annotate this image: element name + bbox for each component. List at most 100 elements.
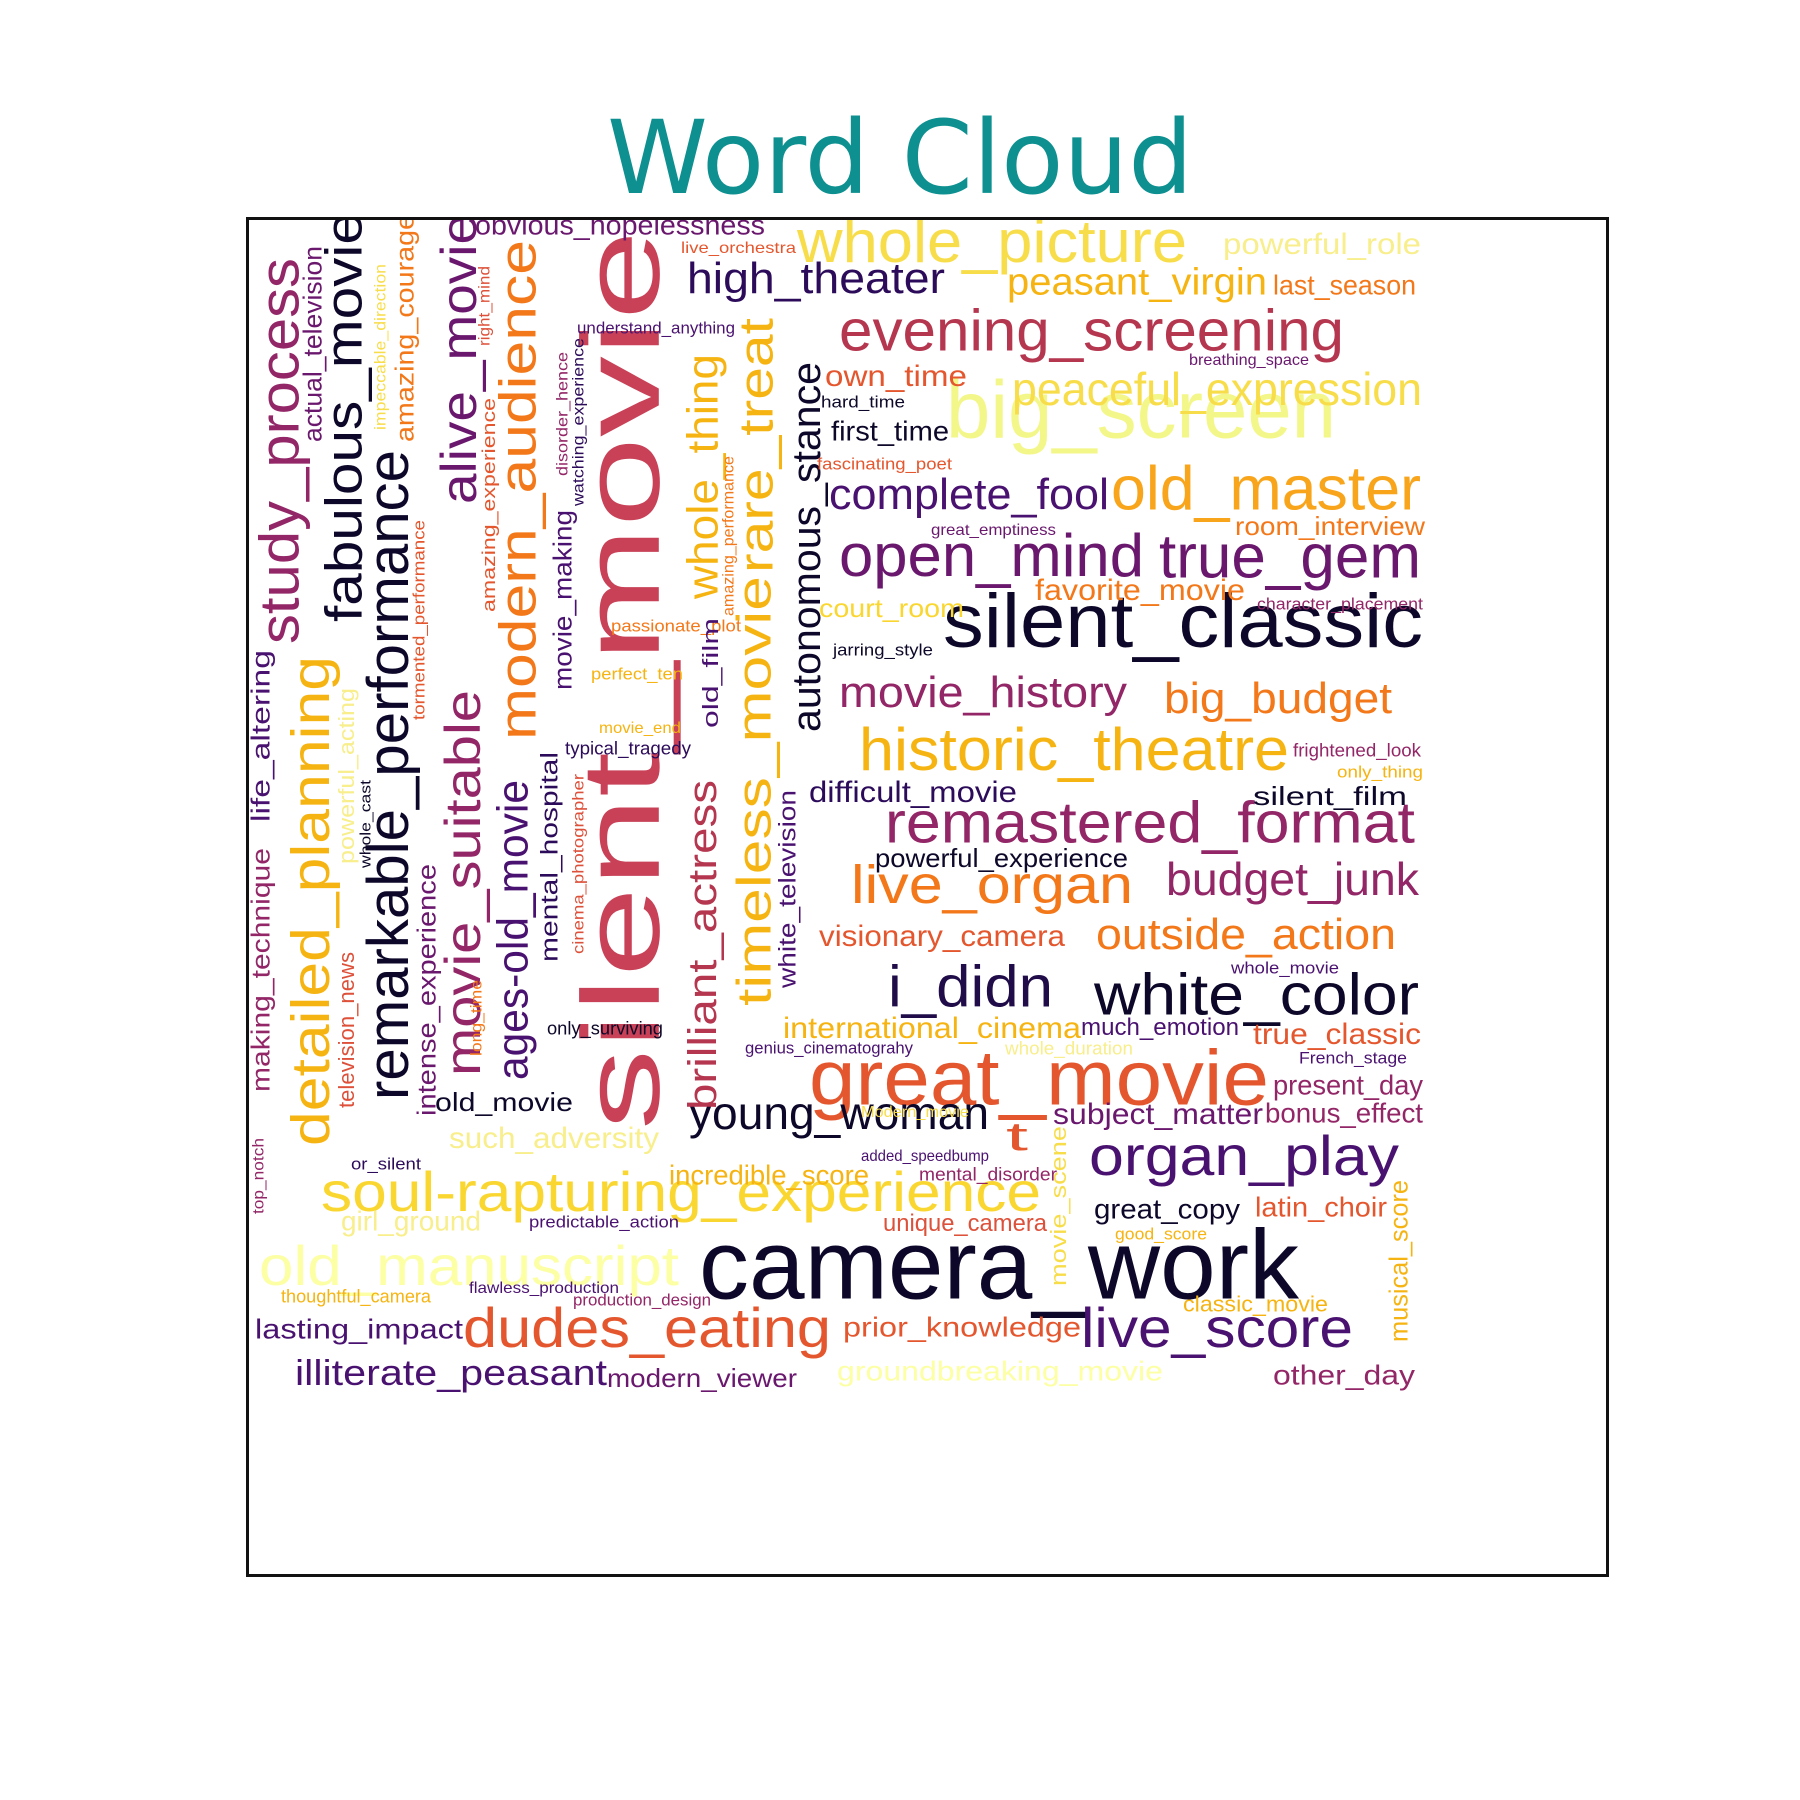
word: television_news — [334, 952, 359, 1108]
word: or_silent — [351, 1155, 421, 1174]
word: old_movie — [435, 1087, 573, 1117]
word: top_notch — [250, 1138, 267, 1214]
word: autonomous_stance — [785, 362, 829, 732]
word: classic_movie — [1183, 1292, 1328, 1317]
word: subject_matter — [1053, 1098, 1263, 1131]
word: own_time — [825, 360, 967, 393]
word: visionary_camera — [819, 920, 1065, 953]
word: amazing_courage — [389, 220, 419, 442]
word: predictable_action — [529, 1213, 679, 1232]
word: rare_treat — [730, 318, 783, 573]
word: powerful_acting — [334, 688, 359, 864]
word: difficult_movie — [809, 776, 1017, 809]
word: production_design — [573, 1291, 711, 1310]
word: added_speedbump — [861, 1148, 989, 1165]
word: hard_time — [821, 393, 905, 412]
word: whole_picture — [796, 220, 1187, 275]
word: powerful_role — [1223, 228, 1421, 261]
word: actual_television — [297, 246, 327, 442]
word: high_theater — [687, 254, 945, 303]
word: modern_audience — [490, 240, 548, 740]
word: silent_movie — [560, 230, 683, 1130]
word: great_copy — [1094, 1193, 1240, 1224]
word: organ_play — [1089, 1124, 1399, 1187]
word: historic_theatre — [859, 716, 1289, 783]
word: outside_action — [1096, 910, 1396, 959]
word: girl_ground — [341, 1205, 481, 1236]
word: camera_work — [699, 1209, 1300, 1319]
word: peaceful_expression — [1012, 363, 1422, 415]
word: illiterate_peasant — [295, 1352, 607, 1393]
word: court_room — [819, 593, 964, 623]
word: great_emptiness — [931, 522, 1056, 539]
word: silent_classic — [943, 579, 1423, 664]
word: old_film — [698, 618, 723, 728]
word: present_day — [1273, 1069, 1423, 1100]
word: big_budget — [1164, 674, 1392, 723]
word: passionate_plot — [611, 617, 741, 636]
word: intense_experience — [411, 864, 441, 1116]
word: movie_scene — [1046, 1126, 1071, 1286]
word: study_process — [249, 258, 311, 644]
word: true_classic — [1253, 1018, 1421, 1051]
word: timeless_movie — [728, 576, 781, 1006]
word: live_score — [1081, 1296, 1353, 1359]
word: only_surviving — [547, 1018, 663, 1039]
word: peasant_virgin — [1007, 261, 1267, 303]
word: groundbreaking_movie — [837, 1355, 1163, 1386]
word: unique_camera — [883, 1210, 1048, 1237]
word: much_emotion — [1081, 1014, 1239, 1041]
word: remarkable_performance — [356, 450, 421, 1100]
word: movie_suitable — [435, 690, 491, 1076]
word: disorder_hence — [554, 352, 571, 476]
word: t — [1006, 1115, 1028, 1159]
word: live_organ — [851, 855, 1133, 915]
word: ages-old_movie — [488, 780, 537, 1080]
word: typical_tragedy — [565, 738, 691, 759]
word: live_orchestra — [681, 240, 796, 257]
word: genius_cinematograhy — [745, 1039, 913, 1058]
word: fabulous_movie — [316, 220, 374, 622]
word: incredible_score — [669, 1159, 869, 1190]
word: amazing_experience — [479, 398, 500, 612]
word: such_adversity — [449, 1122, 659, 1155]
word: impeccable_direction — [372, 264, 389, 430]
word: whole_cast — [358, 779, 375, 869]
word: complete_fool — [829, 470, 1109, 519]
word: dudes_eating — [463, 1296, 831, 1359]
word: other_day — [1273, 1359, 1415, 1390]
word: prior_knowledge — [843, 1311, 1081, 1342]
word: French_stage — [1299, 1049, 1407, 1068]
word: fascinating_poet — [817, 455, 952, 474]
word: jarring_style — [832, 641, 933, 660]
word: favorite_movie — [1035, 574, 1245, 607]
word: detailed_planning — [281, 656, 341, 1146]
word: open_mind — [839, 522, 1144, 589]
word: perfect_ten — [591, 665, 683, 684]
word: whole_movie — [1230, 959, 1339, 978]
word: great_movie — [809, 1033, 1269, 1121]
word: old_master — [1111, 455, 1421, 524]
word: powerful_experience — [875, 843, 1128, 873]
word: first_time — [831, 415, 949, 446]
word: modern_viewer — [607, 1363, 797, 1393]
word: white_television — [775, 790, 802, 989]
word: musical_score — [1383, 1180, 1413, 1342]
word: making_technique — [249, 848, 275, 1092]
word: frightened_look — [1293, 740, 1422, 761]
word: mental_hospital — [537, 752, 564, 962]
word: last_season — [1273, 269, 1416, 300]
word-cloud-frame: silent_movie camera_work great_movie big_sc… — [246, 217, 1609, 1577]
word: remastered_format — [885, 790, 1415, 855]
word: movie_history — [839, 668, 1127, 717]
word: bonus_effect — [1265, 1097, 1423, 1128]
word: breathing_space — [1189, 352, 1309, 369]
word: understand_anything — [577, 319, 735, 338]
word: Modern_movie — [861, 1104, 969, 1121]
word: character_placement — [1257, 595, 1423, 614]
word: whole_duration — [1004, 1038, 1133, 1059]
word: whole_thing — [678, 354, 727, 600]
word: tormented_performance — [409, 520, 428, 720]
word: lasting_impact — [255, 1313, 463, 1344]
